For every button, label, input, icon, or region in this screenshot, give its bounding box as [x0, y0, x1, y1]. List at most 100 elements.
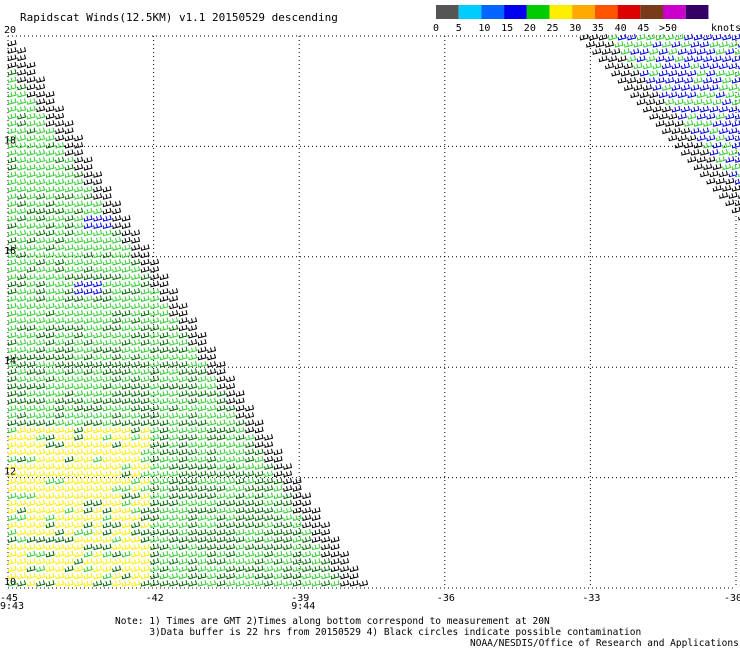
wind-barb: [64, 266, 74, 273]
wind-barb: [273, 477, 283, 485]
wind-barb: [17, 485, 27, 492]
wind-barb: [245, 528, 255, 536]
wind-barb: [45, 543, 55, 551]
wind-barb: [197, 368, 207, 375]
wind-barb: [188, 536, 198, 543]
wind-barb: [169, 565, 179, 573]
wind-barb: [26, 61, 36, 69]
wind-barb: [93, 448, 103, 456]
wind-barb: [7, 434, 17, 441]
legend-label: 35: [592, 23, 604, 34]
wind-barb: [55, 426, 65, 434]
wind-barb: [273, 572, 283, 580]
wind-barb: [693, 77, 703, 84]
wind-barb: [207, 434, 217, 441]
wind-barb: [64, 171, 74, 178]
wind-barb: [178, 528, 188, 536]
wind-barb: [283, 514, 293, 521]
wind-barb: [36, 193, 46, 200]
wind-barb: [696, 134, 706, 142]
lat-label: 10: [4, 577, 16, 588]
wind-barb: [674, 98, 684, 106]
wind-barb: [226, 412, 236, 419]
wind-barb: [55, 295, 65, 302]
lon-label: -42: [146, 593, 164, 604]
wind-barb: [102, 288, 112, 295]
wind-barb: [235, 463, 245, 470]
wind-barb: [674, 55, 684, 63]
wind-barb: [83, 178, 93, 186]
wind-speed-legend: 0 5 10 15 20 25 30 35 40 45 >50 knots: [433, 5, 740, 34]
wind-barb: [159, 273, 169, 281]
wind-barb: [55, 331, 65, 339]
wind-barb: [283, 528, 293, 536]
wind-barb: [684, 33, 694, 41]
wind-barb: [140, 543, 150, 551]
wind-barb: [709, 105, 719, 113]
wind-barb: [83, 390, 93, 397]
wind-barb: [169, 441, 179, 448]
wind-barb: [93, 492, 103, 500]
wind-barb: [26, 580, 36, 587]
wind-barb: [55, 105, 65, 113]
wind-barb: [311, 565, 321, 573]
wind-barb: [245, 492, 255, 500]
wind-barb: [36, 76, 46, 83]
wind-barb: [169, 499, 179, 507]
wind-barb: [45, 134, 55, 142]
lat-label: 18: [4, 135, 16, 146]
wind-barb: [207, 404, 217, 412]
wind-barb: [680, 84, 690, 91]
wind-barb: [169, 353, 179, 361]
wind-barb: [83, 477, 93, 485]
wind-barb: [620, 69, 630, 77]
wind-barb: [17, 83, 27, 91]
wind-barb: [178, 441, 188, 448]
wind-barb: [687, 156, 697, 163]
wind-barb: [83, 441, 93, 448]
wind-barb: [112, 222, 122, 229]
wind-barb: [665, 33, 675, 41]
wind-barb: [93, 295, 103, 302]
legend-label: 10: [478, 23, 490, 34]
wind-barb: [17, 149, 27, 156]
wind-barb: [292, 528, 302, 536]
wind-barb: [140, 448, 150, 456]
wind-barb: [188, 324, 198, 332]
wind-barb: [45, 580, 55, 587]
wind-barb: [64, 339, 74, 346]
wind-barb: [93, 514, 103, 521]
wind-barb: [121, 572, 131, 580]
wind-barb: [74, 142, 84, 149]
wind-barb: [273, 514, 283, 521]
wind-barb: [26, 412, 36, 419]
wind-barb: [690, 41, 700, 48]
wind-barb: [273, 521, 283, 529]
wind-barb: [159, 309, 169, 317]
wind-barb: [121, 353, 131, 361]
wind-barb: [45, 339, 55, 346]
wind-barb: [140, 485, 150, 492]
footnote-line-1: Note: 1) Times are GMT 2)Times along bot…: [115, 616, 550, 627]
wind-barb: [292, 565, 302, 573]
wind-barb: [45, 550, 55, 558]
wind-barb: [17, 222, 27, 229]
wind-barb: [311, 536, 321, 543]
wind-barb: [7, 244, 17, 251]
wind-barb: [178, 565, 188, 573]
wind-barb: [159, 507, 169, 514]
wind-barb: [7, 134, 17, 142]
wind-barb: [121, 426, 131, 434]
wind-barb: [45, 302, 55, 310]
wind-barb: [93, 499, 103, 507]
wind-barb: [17, 90, 27, 98]
wind-barb: [283, 499, 293, 507]
wind-barb: [26, 171, 36, 178]
wind-barb: [17, 528, 27, 536]
wind-barb: [45, 236, 55, 244]
wind-barb: [17, 185, 27, 193]
wind-barb: [121, 397, 131, 405]
wind-barb: [226, 382, 236, 390]
wind-barb: [655, 77, 665, 84]
wind-barb: [55, 368, 65, 375]
